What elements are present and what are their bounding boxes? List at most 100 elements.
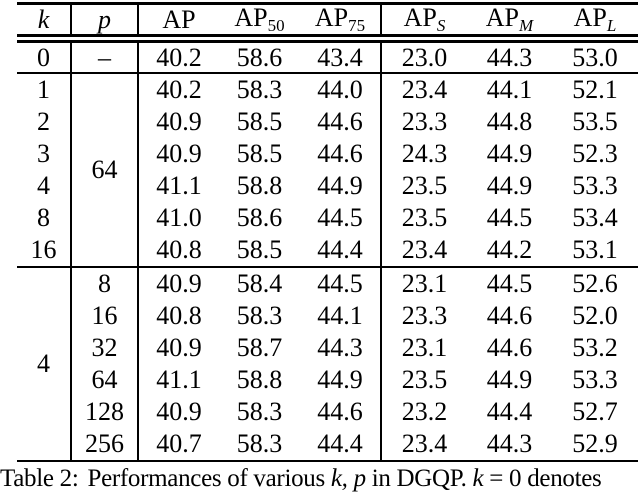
metric-cell: 40.9 bbox=[156, 269, 202, 298]
p-cell: 64 bbox=[71, 364, 139, 396]
metric-cell: 53.1 bbox=[552, 234, 638, 268]
header-cell-ap75: AP75 bbox=[300, 2, 382, 43]
k-cell: 16 bbox=[17, 234, 72, 268]
metric-cell: 23.5 bbox=[401, 171, 448, 200]
metric-cell: 44.6 bbox=[486, 333, 533, 362]
caption-text: in DGQP. bbox=[365, 465, 473, 492]
metric-cell: 40.9 bbox=[156, 139, 202, 168]
metric-cell: 44.9 bbox=[300, 364, 382, 396]
metric-cell: 52.0 bbox=[572, 301, 618, 330]
metric-cell: 41.1 bbox=[156, 365, 202, 394]
metric-cell: 58.3 bbox=[236, 397, 283, 426]
metric-cell: 40.9 bbox=[156, 107, 202, 136]
table-row: 1 64 40.2 58.3 44.0 23.4 44.1 52.1 bbox=[17, 73, 638, 268]
metric-cell: 58.8 bbox=[236, 171, 283, 200]
metric-cell: 44.4 bbox=[486, 397, 533, 426]
table-row: 4 8 40.9 58.4 44.5 23.1 44.5 52.6 bbox=[17, 267, 638, 462]
table-row: 4 41.1 58.8 44.9 23.5 44.9 53.3 bbox=[17, 170, 638, 202]
results-table: k p AP AP50 AP75 APS APM APL 0 – 40.2 58… bbox=[17, 2, 638, 462]
metric-cell: 58.6 bbox=[219, 38, 300, 74]
table-caption: Table 2: Performances of various k, p in … bbox=[0, 464, 640, 494]
metric-cell: 53.3 bbox=[572, 171, 618, 200]
metric-cell: 24.3 bbox=[401, 139, 448, 168]
metric-cell: 52.6 bbox=[572, 269, 618, 298]
metric-cell: 44.9 bbox=[486, 171, 533, 200]
table-row: 64 41.1 58.8 44.9 23.5 44.9 53.3 bbox=[17, 364, 638, 396]
header-cell-apm: APM bbox=[467, 2, 552, 43]
k-merged-cell: 4 bbox=[17, 267, 72, 462]
metric-cell: 53.4 bbox=[572, 203, 618, 232]
header-apm-base: AP bbox=[485, 3, 520, 32]
metric-cell: 58.3 bbox=[236, 75, 283, 104]
metric-cell: 53.0 bbox=[552, 38, 638, 74]
metric-cell: 52.3 bbox=[572, 139, 618, 168]
p-merged-cell: 64 bbox=[71, 73, 139, 268]
metric-cell: 23.1 bbox=[401, 333, 448, 362]
metric-cell: 23.5 bbox=[401, 365, 448, 394]
metric-cell: 58.6 bbox=[236, 203, 283, 232]
metric-cell: 52.1 bbox=[572, 75, 618, 104]
metric-cell: 58.3 bbox=[236, 301, 283, 330]
metric-cell: 44.5 bbox=[300, 202, 382, 234]
table-row: 3 40.9 58.5 44.6 24.3 44.9 52.3 bbox=[17, 138, 638, 170]
header-apl-sub: L bbox=[606, 16, 617, 35]
metric-cell: 44.5 bbox=[300, 267, 382, 300]
p-cell: – bbox=[71, 38, 139, 74]
metric-cell: 23.4 bbox=[401, 75, 448, 104]
header-ap75-sub: 75 bbox=[348, 16, 366, 35]
metric-cell: 44.9 bbox=[486, 365, 533, 394]
caption-math-kp: k, p bbox=[330, 465, 366, 492]
metric-cell: 52.9 bbox=[552, 428, 638, 462]
caption-zero: 0 bbox=[509, 465, 522, 492]
k-cell: 4 bbox=[17, 170, 72, 202]
caption-text: denotes bbox=[521, 465, 602, 492]
p-cell: 128 bbox=[71, 396, 139, 428]
metric-cell: 58.5 bbox=[236, 139, 283, 168]
metric-cell: 41.0 bbox=[156, 203, 202, 232]
p-cell: 16 bbox=[71, 300, 139, 332]
metric-cell: 23.4 bbox=[381, 428, 467, 462]
metric-cell: 58.4 bbox=[236, 269, 283, 298]
metric-cell: 23.0 bbox=[381, 38, 467, 74]
table-row: 8 41.0 58.6 44.5 23.5 44.5 53.4 bbox=[17, 202, 638, 234]
table-row-k0: 0 – 40.2 58.6 43.4 23.0 44.3 53.0 bbox=[17, 38, 638, 74]
header-aps-sub: S bbox=[436, 16, 446, 35]
metric-cell: 44.5 bbox=[486, 203, 533, 232]
caption-text: Performances of various bbox=[87, 465, 331, 492]
metric-cell: 44.9 bbox=[486, 139, 533, 168]
metric-cell: 23.3 bbox=[401, 301, 448, 330]
p-cell: 256 bbox=[71, 428, 139, 462]
metric-cell: 44.9 bbox=[300, 170, 382, 202]
metric-cell: 40.8 bbox=[138, 234, 219, 268]
metric-cell: 44.6 bbox=[300, 138, 382, 170]
metric-cell: 44.4 bbox=[300, 234, 382, 268]
header-cell-k: k bbox=[17, 2, 72, 43]
header-apl-base: AP bbox=[573, 3, 607, 32]
k-cell: 2 bbox=[17, 106, 72, 138]
header-cell-aps: APS bbox=[381, 2, 467, 43]
metric-cell: 44.6 bbox=[300, 396, 382, 428]
metric-cell: 40.2 bbox=[156, 75, 202, 104]
k-cell: 1 bbox=[17, 73, 72, 106]
p-cell: 8 bbox=[71, 267, 139, 300]
metric-cell: 58.8 bbox=[236, 365, 283, 394]
metric-cell: 43.4 bbox=[300, 38, 382, 74]
metric-cell: 44.6 bbox=[300, 106, 382, 138]
metric-cell: 52.7 bbox=[572, 397, 618, 426]
metric-cell: 44.3 bbox=[300, 332, 382, 364]
metric-cell: 53.3 bbox=[572, 365, 618, 394]
table-row: 2 40.9 58.5 44.6 23.3 44.8 53.5 bbox=[17, 106, 638, 138]
header-ap50-sub: 50 bbox=[267, 16, 285, 35]
p-cell: 32 bbox=[71, 332, 139, 364]
table-row: 128 40.9 58.3 44.6 23.2 44.4 52.7 bbox=[17, 396, 638, 428]
metric-cell: 44.8 bbox=[486, 107, 533, 136]
metric-cell: 40.2 bbox=[138, 38, 219, 74]
metric-cell: 44.3 bbox=[467, 38, 552, 74]
header-cell-ap50: AP50 bbox=[219, 2, 300, 43]
metric-cell: 23.3 bbox=[401, 107, 448, 136]
metric-cell: 44.0 bbox=[300, 73, 382, 106]
metric-cell: 23.5 bbox=[401, 203, 448, 232]
header-ap75-base: AP bbox=[314, 3, 349, 32]
metric-cell: 58.5 bbox=[219, 234, 300, 268]
